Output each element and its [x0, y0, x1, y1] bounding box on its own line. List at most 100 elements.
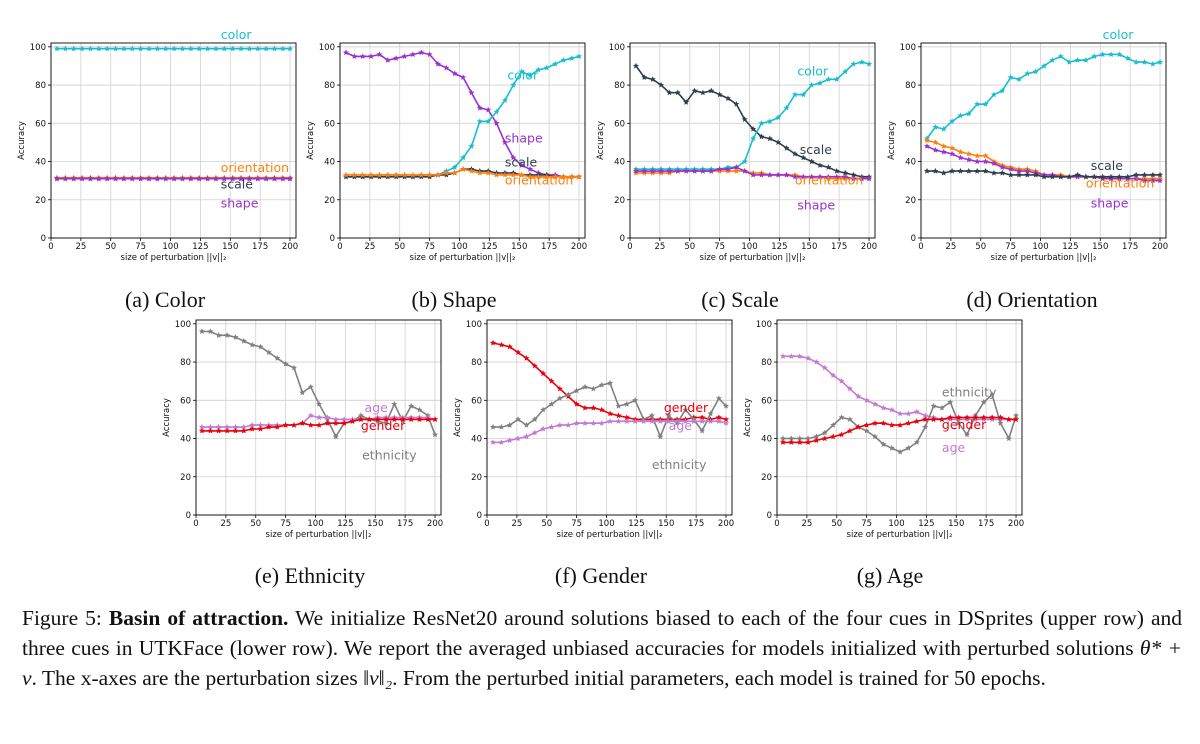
data-point-gender	[299, 420, 306, 426]
data-point-ethnicity	[515, 416, 522, 422]
subcaption-c: (c) Scale	[701, 287, 779, 312]
y-tick-label: 60	[180, 396, 191, 406]
x-tick-label: 0	[627, 242, 632, 252]
data-point-color	[196, 45, 203, 52]
data-point-age	[224, 423, 231, 430]
data-point-shape	[641, 167, 648, 174]
data-point-shape	[1099, 175, 1106, 182]
data-point-gender	[872, 420, 878, 426]
data-point-scale	[808, 158, 815, 165]
data-point-gender	[723, 416, 730, 422]
data-point-gender	[282, 421, 289, 428]
data-point-ethnicity	[565, 391, 572, 398]
data-point-scale	[666, 89, 673, 96]
x-tick-label: 100	[307, 519, 323, 529]
data-point-color	[999, 87, 1006, 94]
data-point-orientation	[359, 171, 366, 178]
y-tick-label: 60	[35, 119, 46, 129]
data-point-age	[665, 418, 672, 424]
annotation-shape: shape	[797, 197, 835, 212]
x-tick-label: 0	[774, 519, 779, 529]
annotation-ethnicity: ethnicity	[652, 457, 707, 472]
data-point-shape	[409, 51, 416, 58]
annotation-orientation: orientation	[221, 160, 289, 175]
data-point-shape	[1074, 173, 1081, 180]
data-point-gender	[489, 339, 496, 346]
y-tick-label: 100	[175, 320, 191, 330]
data-point-shape	[460, 74, 467, 80]
data-point-ethnicity	[964, 431, 971, 438]
x-tick-label: 125	[1062, 242, 1078, 252]
data-point-ethnicity	[1013, 412, 1020, 419]
data-point-shape	[443, 64, 450, 71]
data-point-shape	[137, 175, 144, 182]
data-point-orientation	[576, 173, 583, 180]
y-tick-label: 20	[471, 473, 482, 483]
data-point-ethnicity	[374, 418, 381, 424]
data-point-color	[229, 45, 236, 52]
data-point-gender	[416, 416, 423, 422]
data-point-shape	[1124, 175, 1131, 182]
annotation-orientation: orientation	[795, 172, 863, 187]
data-point-gender	[215, 427, 222, 434]
y-tick-label: 40	[905, 158, 916, 168]
data-point-gender	[830, 433, 837, 440]
x-tick-label: 200	[571, 242, 587, 252]
y-tick-label: 0	[41, 234, 46, 244]
data-point-scale	[825, 164, 832, 170]
data-point-orientation	[342, 171, 349, 178]
x-tick-label: 150	[222, 242, 238, 252]
annotation-shape: shape	[221, 195, 259, 210]
subcaption-f: (f) Gender	[554, 563, 648, 588]
annotation-scale: scale	[221, 176, 254, 191]
annotation-ethnicity: ethnicity	[942, 384, 997, 399]
data-point-shape	[1157, 177, 1164, 184]
data-point-color	[932, 123, 939, 130]
x-tick-label: 75	[135, 242, 146, 252]
y-axis-label: Accuracy	[453, 398, 463, 437]
data-point-gender	[207, 427, 214, 434]
x-tick-label: 125	[771, 242, 787, 252]
data-point-ethnicity	[198, 328, 205, 335]
y-tick-label: 100	[900, 43, 916, 53]
y-tick-label: 100	[319, 43, 335, 53]
data-point-gender	[821, 435, 828, 442]
data-point-shape	[221, 175, 228, 182]
y-axis-label: Accuracy	[596, 121, 606, 160]
data-point-gender	[506, 343, 513, 350]
data-point-color	[70, 45, 77, 52]
data-point-ethnicity	[540, 406, 547, 413]
data-point-scale	[401, 173, 408, 180]
data-point-ethnicity	[215, 332, 222, 338]
data-point-ethnicity	[930, 402, 937, 409]
x-tick-label: 25	[364, 242, 375, 252]
data-point-orientation	[666, 169, 673, 176]
data-point-ethnicity	[788, 435, 795, 442]
subcaption-b: (b) Shape	[411, 287, 497, 312]
data-point-ethnicity	[598, 381, 605, 388]
data-point-age	[913, 408, 920, 415]
data-point-ethnicity	[674, 420, 681, 426]
data-point-ethnicity	[707, 410, 714, 417]
data-point-shape	[229, 175, 236, 182]
data-point-shape	[674, 167, 681, 174]
data-point-gender	[366, 416, 373, 422]
data-point-shape	[833, 173, 840, 180]
data-point-orientation	[418, 171, 425, 178]
annotation-scale: scale	[800, 142, 833, 157]
data-point-scale	[982, 167, 989, 174]
data-point-shape	[783, 171, 790, 178]
data-point-shape	[485, 106, 492, 113]
data-point-shape	[866, 175, 873, 182]
y-tick-label: 0	[620, 234, 625, 244]
data-point-color	[129, 45, 136, 52]
data-point-gender	[341, 420, 348, 426]
x-tick-label: 200	[427, 519, 443, 529]
data-point-color	[825, 76, 832, 82]
data-point-color	[221, 45, 228, 52]
data-point-color	[552, 60, 559, 67]
data-point-orientation	[376, 171, 383, 178]
y-tick-label: 0	[477, 511, 482, 521]
data-point-color	[974, 101, 981, 107]
